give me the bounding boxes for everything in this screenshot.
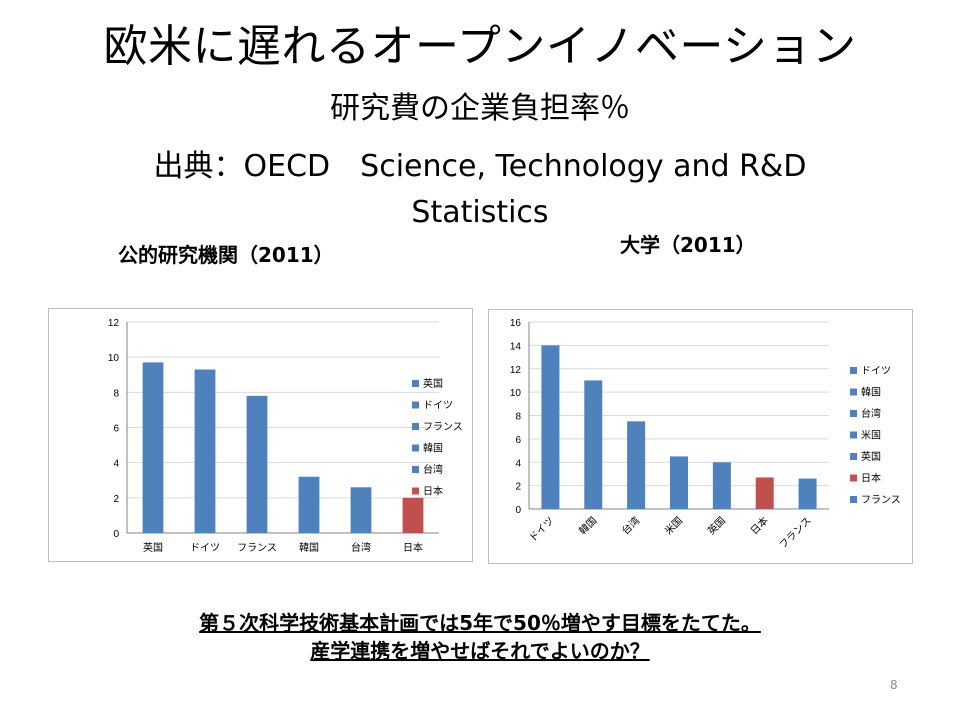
university-bar (670, 456, 688, 509)
university-xtick-label: ドイツ (528, 515, 557, 544)
university-xtick-label: 日本 (748, 514, 771, 537)
university-bar (584, 380, 603, 509)
public-bar (402, 497, 424, 533)
university-ytick-label: 16 (510, 318, 522, 329)
public-ytick-label: 10 (108, 353, 120, 364)
public-xtick-label: ドイツ (190, 543, 220, 554)
university-ytick-label: 12 (510, 365, 522, 376)
university-legend-label: 英国 (861, 450, 881, 463)
university-xtick-label: 台湾 (619, 514, 642, 537)
public-legend-swatch (412, 444, 419, 452)
university-legend-swatch (850, 367, 857, 374)
university-bar (541, 345, 560, 509)
university-legend-label: 台湾 (861, 407, 881, 420)
public-ytick-label: 2 (113, 494, 119, 505)
public-legend-swatch (412, 423, 419, 430)
public-xtick-label: 韓国 (299, 542, 319, 554)
public-legend-label: 日本 (423, 485, 443, 498)
university-ytick-label: 6 (515, 435, 521, 446)
university-legend-label: 米国 (861, 429, 881, 442)
university-legend-swatch (850, 474, 857, 482)
public-bar (194, 369, 216, 533)
public-ytick-label: 4 (113, 459, 119, 470)
university-xtick-label: フランス (777, 515, 814, 552)
public-ytick-label: 6 (113, 424, 119, 435)
university-legend-label: ドイツ (861, 366, 891, 377)
chart-public-research: 0 2 4 6 8 10 12 英国 ドイツ フランス 韓国 台湾 日本 英国 ドイツ フランス 韓国 台湾 日本 (48, 308, 473, 562)
note-line-2: 産学連携を増やせばそれでよいのか？ (0, 638, 960, 664)
chart-university: 0 2 4 6 8 10 12 14 16 ドイツ 韓国 台湾 米国 英国 日本 フランス ドイツ 韓国 台湾 米国英… (488, 309, 913, 564)
chart-title-public-research: 公的研究機関（2011） (118, 243, 334, 267)
university-bar (798, 478, 817, 509)
slide-subtitle: 研究費の企業負担率％ (330, 91, 630, 126)
public-legend-swatch (412, 466, 419, 473)
public-xtick-label: 台湾 (351, 541, 371, 554)
university-ytick-label: 8 (515, 412, 521, 423)
university-ytick-label: 10 (510, 388, 522, 399)
public-bar (246, 395, 268, 533)
university-bar (627, 421, 646, 509)
public-legend-swatch (412, 380, 419, 387)
public-legend-label: フランス (423, 421, 463, 433)
note-line-2-text: 産学連携を増やせばそれでよいのか？ (310, 639, 650, 663)
public-legend-label: 台湾 (423, 463, 443, 476)
public-xtick-label: 日本 (403, 541, 423, 554)
university-legend-swatch (850, 388, 857, 396)
note-line-1: 第５次科学技術基本計画では5年で50％増やす目標をたてた。 (0, 610, 960, 636)
university-legend-label: 日本 (861, 472, 881, 485)
university-xtick-label: 韓国 (577, 515, 600, 538)
university-ytick-label: 14 (510, 341, 522, 352)
page-number: 8 (890, 678, 898, 692)
public-xtick-label: 英国 (143, 541, 163, 554)
public-legend-label: 韓国 (423, 443, 443, 455)
university-bar (755, 477, 774, 509)
public-ytick-label: 12 (108, 318, 120, 329)
university-legend-swatch (850, 431, 857, 439)
public-bar (142, 362, 164, 533)
university-ytick-label: 0 (515, 505, 521, 516)
university-legend-swatch (850, 410, 857, 417)
university-legend-swatch (850, 453, 857, 460)
note-line-1-text: 第５次科学技術基本計画では5年で50％増やす目標をたてた。 (199, 611, 761, 635)
university-bar (712, 462, 731, 509)
university-legend-swatch (850, 496, 857, 503)
university-xtick-label: 英国 (705, 514, 728, 537)
university-ytick-label: 2 (515, 482, 521, 493)
public-bar (350, 487, 372, 533)
slide-title: 欧米に遅れるオープンイノベーション (103, 21, 857, 72)
university-legend-label: 韓国 (861, 387, 881, 399)
chart-title-university: 大学（2011） (620, 233, 756, 257)
university-ytick-label: 4 (515, 458, 521, 469)
public-bar (298, 476, 320, 533)
public-xtick-label: フランス (237, 542, 277, 554)
public-legend-label: 英国 (423, 377, 443, 390)
public-ytick-label: 8 (113, 388, 119, 399)
university-legend-label: フランス (861, 494, 901, 506)
public-legend-swatch (412, 487, 419, 495)
public-legend-label: ドイツ (423, 401, 453, 412)
university-xtick-label: 米国 (662, 514, 685, 537)
source-citation: 出典：OECD Science, Technology and R&D Stat… (153, 149, 807, 230)
public-legend-swatch (412, 401, 419, 409)
public-ytick-label: 0 (113, 529, 119, 540)
